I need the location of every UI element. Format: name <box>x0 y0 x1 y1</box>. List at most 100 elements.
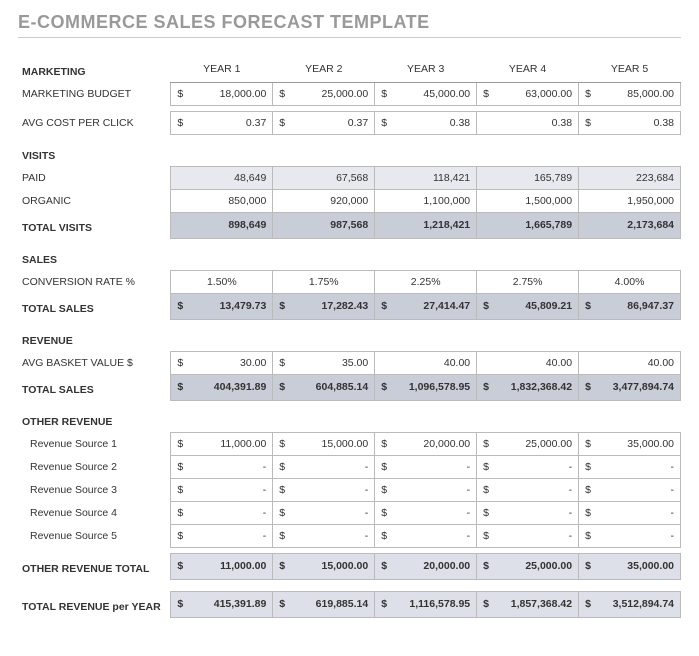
value-text: 118,421 <box>433 172 470 184</box>
value-text: 20,000.00 <box>423 438 470 450</box>
currency-sign: $ <box>585 117 591 129</box>
value-cell: $85,000.00 <box>579 82 681 105</box>
value-cell: $- <box>579 455 681 478</box>
value-cell: $1,832,368.42 <box>477 374 579 400</box>
value-text: 223,684 <box>636 172 674 184</box>
currency-sign: $ <box>279 300 285 312</box>
value-cell: $404,391.89 <box>171 374 273 400</box>
currency-sign: $ <box>483 88 489 100</box>
value-text: 987,568 <box>330 219 368 231</box>
value-text: - <box>671 530 675 542</box>
value-text: 1.50% <box>207 276 237 288</box>
value-text: 17,282.43 <box>322 300 369 312</box>
currency-sign: $ <box>585 598 591 610</box>
value-text: 1,950,000 <box>627 195 674 207</box>
value-cell: $3,477,894.74 <box>579 374 681 400</box>
currency-sign: $ <box>585 438 591 450</box>
value-cell: 223,684 <box>579 166 681 189</box>
value-text: 3,477,894.74 <box>613 381 674 393</box>
value-text: 63,000.00 <box>525 88 572 100</box>
value-text: - <box>365 507 369 519</box>
value-text: 20,000.00 <box>423 560 470 572</box>
value-text: - <box>467 507 471 519</box>
value-cell: $- <box>579 478 681 501</box>
value-cell: $- <box>273 455 375 478</box>
value-cell: 0.38 <box>477 111 579 134</box>
value-text: 11,000.00 <box>220 560 266 572</box>
currency-sign: $ <box>483 381 489 393</box>
currency-sign: $ <box>381 117 387 129</box>
value-cell: 1,665,789 <box>477 212 579 238</box>
value-cell: 4.00% <box>579 270 681 293</box>
value-text: 0.38 <box>654 117 674 129</box>
value-cell: 850,000 <box>171 189 273 212</box>
value-cell: $- <box>171 501 273 524</box>
value-cell: 2.25% <box>375 270 477 293</box>
currency-sign: $ <box>177 560 183 572</box>
value-text: - <box>467 461 471 473</box>
value-text: - <box>569 461 573 473</box>
value-text: 35,000.00 <box>627 438 674 450</box>
value-cell: $20,000.00 <box>375 432 477 455</box>
row-label: TOTAL REVENUE per YEAR <box>18 591 171 617</box>
value-cell: 1,100,000 <box>375 189 477 212</box>
currency-sign: $ <box>177 357 183 369</box>
section-heading: OTHER REVENUE <box>18 406 171 432</box>
value-text: 85,000.00 <box>627 88 674 100</box>
section-heading: SALES <box>18 244 171 270</box>
currency-sign: $ <box>381 484 387 496</box>
value-cell: $45,809.21 <box>477 293 579 319</box>
value-cell: $1,857,368.42 <box>477 591 579 617</box>
value-cell: $- <box>273 524 375 547</box>
year-header: YEAR 4 <box>477 56 579 82</box>
value-cell: $13,479.73 <box>171 293 273 319</box>
value-text: 3,512,894.74 <box>613 598 674 610</box>
value-text: 1,832,368.42 <box>511 381 572 393</box>
value-cell: $25,000.00 <box>273 82 375 105</box>
currency-sign: $ <box>279 438 285 450</box>
value-text: 1,096,578.95 <box>409 381 470 393</box>
value-cell: 40.00 <box>375 351 477 374</box>
row-label: Revenue Source 2 <box>18 455 171 478</box>
row-label: OTHER REVENUE TOTAL <box>18 553 171 579</box>
value-cell: $0.38 <box>375 111 477 134</box>
currency-sign: $ <box>279 88 285 100</box>
value-cell: $0.37 <box>273 111 375 134</box>
value-text: - <box>569 530 573 542</box>
value-text: - <box>263 461 267 473</box>
value-cell: 1,218,421 <box>375 212 477 238</box>
value-cell: $25,000.00 <box>477 553 579 579</box>
currency-sign: $ <box>381 530 387 542</box>
value-cell: $- <box>579 524 681 547</box>
value-text: 619,885.14 <box>316 598 369 610</box>
currency-sign: $ <box>279 117 285 129</box>
value-cell: $18,000.00 <box>171 82 273 105</box>
value-cell: $- <box>375 524 477 547</box>
currency-sign: $ <box>483 300 489 312</box>
value-text: 1,100,000 <box>423 195 470 207</box>
currency-sign: $ <box>279 530 285 542</box>
currency-sign: $ <box>585 88 591 100</box>
value-cell: $- <box>477 501 579 524</box>
value-text: 45,000.00 <box>423 88 470 100</box>
section-heading: VISITS <box>18 140 171 166</box>
value-cell: $- <box>171 524 273 547</box>
row-label: PAID <box>18 166 171 189</box>
value-cell: $35,000.00 <box>579 432 681 455</box>
row-label: TOTAL SALES <box>18 374 171 400</box>
currency-sign: $ <box>483 484 489 496</box>
value-text: 67,568 <box>336 172 368 184</box>
value-text: 850,000 <box>228 195 266 207</box>
currency-sign: $ <box>483 507 489 519</box>
value-cell: 1,500,000 <box>477 189 579 212</box>
value-text: 1,500,000 <box>525 195 572 207</box>
value-cell: $- <box>273 478 375 501</box>
value-cell: $- <box>375 501 477 524</box>
currency-sign: $ <box>177 88 183 100</box>
currency-sign: $ <box>279 381 285 393</box>
value-cell: $1,096,578.95 <box>375 374 477 400</box>
value-cell: 118,421 <box>375 166 477 189</box>
value-cell: $17,282.43 <box>273 293 375 319</box>
section-heading: REVENUE <box>18 325 171 351</box>
value-text: 18,000.00 <box>220 88 267 100</box>
